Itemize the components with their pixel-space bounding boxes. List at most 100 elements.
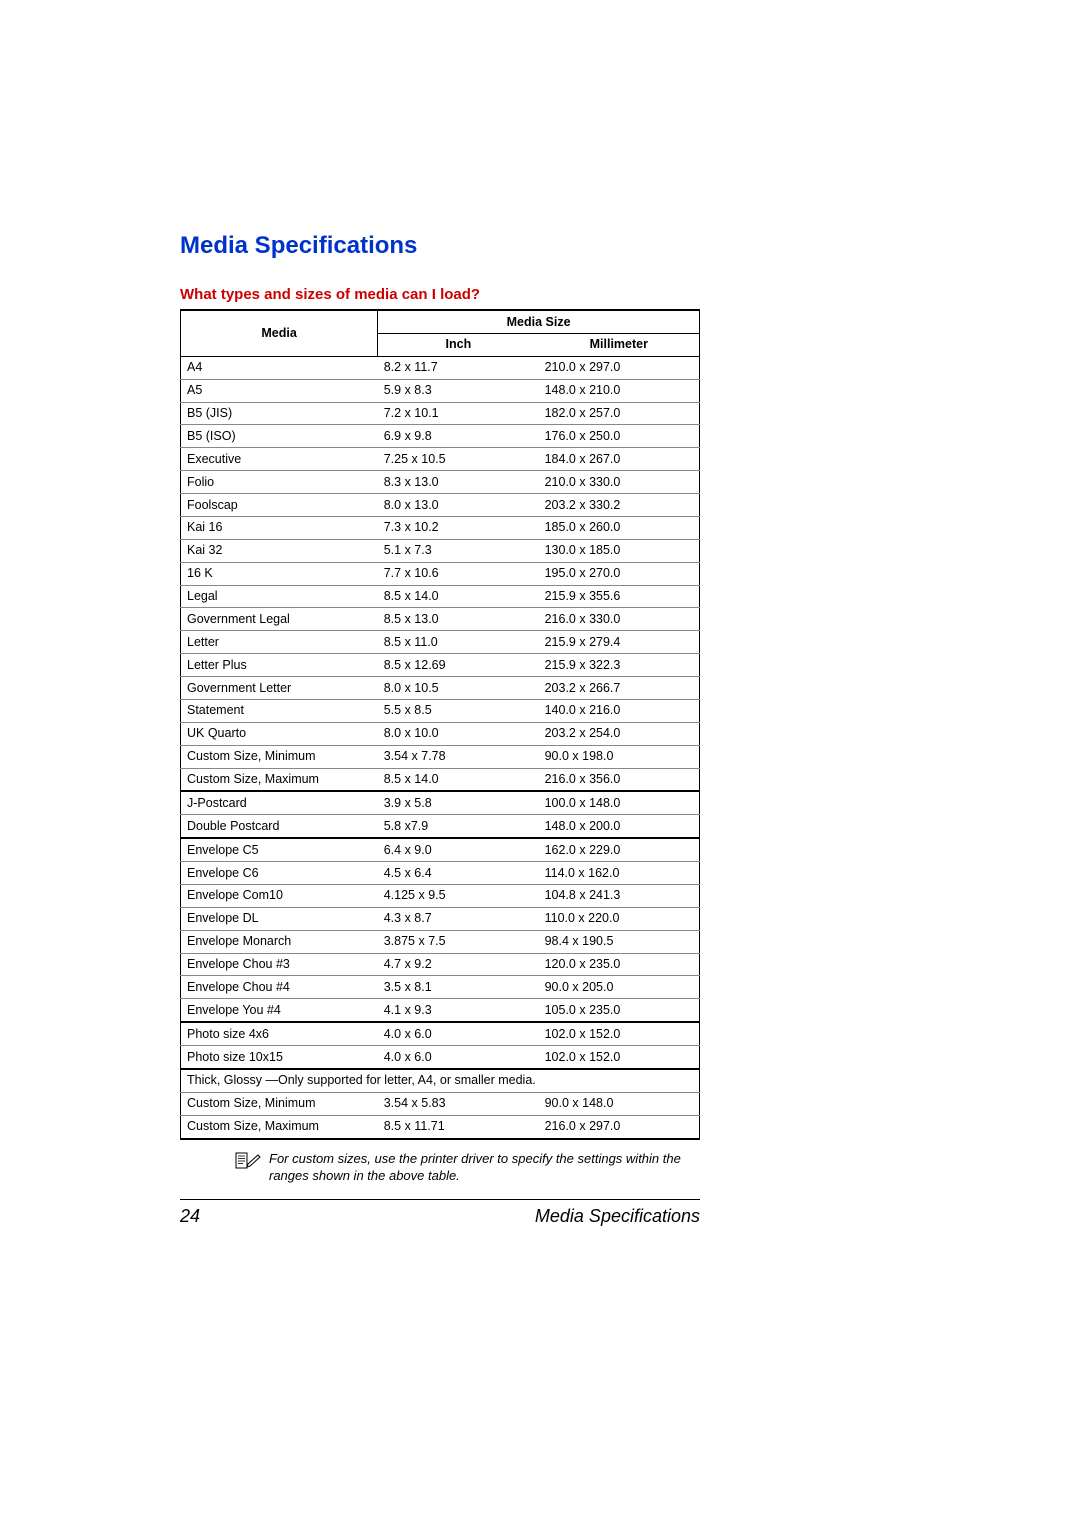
cell-inch: 8.3 x 13.0 bbox=[378, 471, 539, 494]
table-row: Statement5.5 x 8.5140.0 x 216.0 bbox=[181, 699, 700, 722]
cell-media: Letter Plus bbox=[181, 654, 378, 677]
table-row: Envelope C56.4 x 9.0162.0 x 229.0 bbox=[181, 838, 700, 861]
cell-mm: 100.0 x 148.0 bbox=[539, 791, 700, 814]
table-row: 16 K7.7 x 10.6195.0 x 270.0 bbox=[181, 562, 700, 585]
cell-mm: 90.0 x 205.0 bbox=[539, 976, 700, 999]
cell-mm: 176.0 x 250.0 bbox=[539, 425, 700, 448]
cell-inch: 8.2 x 11.7 bbox=[378, 356, 539, 379]
note-block: For custom sizes, use the printer driver… bbox=[180, 1150, 700, 1185]
table-row: Envelope DL4.3 x 8.7110.0 x 220.0 bbox=[181, 907, 700, 930]
table-row: A48.2 x 11.7210.0 x 297.0 bbox=[181, 356, 700, 379]
table-row: Kai 167.3 x 10.2185.0 x 260.0 bbox=[181, 516, 700, 539]
cell-media: B5 (ISO) bbox=[181, 425, 378, 448]
cell-inch: 3.54 x 5.83 bbox=[378, 1092, 539, 1115]
table-row: Envelope Monarch3.875 x 7.598.4 x 190.5 bbox=[181, 930, 700, 953]
table-row: Double Postcard5.8 x7.9148.0 x 200.0 bbox=[181, 815, 700, 838]
cell-inch: 8.0 x 10.5 bbox=[378, 677, 539, 700]
cell-mm: 162.0 x 229.0 bbox=[539, 838, 700, 861]
cell-media: Executive bbox=[181, 448, 378, 471]
cell-media: Letter bbox=[181, 631, 378, 654]
cell-inch: 5.1 x 7.3 bbox=[378, 539, 539, 562]
cell-mm: 98.4 x 190.5 bbox=[539, 930, 700, 953]
table-row: Custom Size, Maximum8.5 x 14.0216.0 x 35… bbox=[181, 768, 700, 791]
table-row: Foolscap8.0 x 13.0203.2 x 330.2 bbox=[181, 494, 700, 517]
table-row: Custom Size, Minimum3.54 x 7.7890.0 x 19… bbox=[181, 745, 700, 768]
cell-inch: 3.5 x 8.1 bbox=[378, 976, 539, 999]
media-spec-table: Media Media Size Inch Millimeter A48.2 x… bbox=[180, 309, 700, 1140]
table-row: Folio8.3 x 13.0210.0 x 330.0 bbox=[181, 471, 700, 494]
cell-media: Double Postcard bbox=[181, 815, 378, 838]
cell-media: Statement bbox=[181, 699, 378, 722]
cell-media: Envelope Monarch bbox=[181, 930, 378, 953]
cell-media: Kai 16 bbox=[181, 516, 378, 539]
cell-inch: 8.0 x 10.0 bbox=[378, 722, 539, 745]
col-header-size: Media Size bbox=[378, 310, 700, 333]
table-row: Executive7.25 x 10.5184.0 x 267.0 bbox=[181, 448, 700, 471]
table-row: Government Legal8.5 x 13.0216.0 x 330.0 bbox=[181, 608, 700, 631]
table-row: J-Postcard3.9 x 5.8100.0 x 148.0 bbox=[181, 791, 700, 814]
cell-inch: 5.8 x7.9 bbox=[378, 815, 539, 838]
cell-media: 16 K bbox=[181, 562, 378, 585]
page-footer: 24 Media Specifications bbox=[180, 1199, 700, 1227]
cell-mm: 203.2 x 254.0 bbox=[539, 722, 700, 745]
cell-inch: 8.5 x 11.71 bbox=[378, 1115, 539, 1138]
cell-media: A4 bbox=[181, 356, 378, 379]
table-row: Envelope You #44.1 x 9.3105.0 x 235.0 bbox=[181, 999, 700, 1022]
cell-mm: 215.9 x 322.3 bbox=[539, 654, 700, 677]
table-row: Government Letter8.0 x 10.5203.2 x 266.7 bbox=[181, 677, 700, 700]
cell-inch: 7.2 x 10.1 bbox=[378, 402, 539, 425]
cell-media: J-Postcard bbox=[181, 791, 378, 814]
cell-mm: 185.0 x 260.0 bbox=[539, 516, 700, 539]
cell-media: Foolscap bbox=[181, 494, 378, 517]
cell-inch: 8.0 x 13.0 bbox=[378, 494, 539, 517]
cell-media: A5 bbox=[181, 379, 378, 402]
cell-media: Photo size 4x6 bbox=[181, 1022, 378, 1045]
cell-mm: 90.0 x 198.0 bbox=[539, 745, 700, 768]
cell-mm: 90.0 x 148.0 bbox=[539, 1092, 700, 1115]
cell-inch: 4.0 x 6.0 bbox=[378, 1022, 539, 1045]
cell-inch: 7.25 x 10.5 bbox=[378, 448, 539, 471]
page-number: 24 bbox=[180, 1206, 200, 1227]
cell-mm: 195.0 x 270.0 bbox=[539, 562, 700, 585]
cell-mm: 184.0 x 267.0 bbox=[539, 448, 700, 471]
cell-mm: 140.0 x 216.0 bbox=[539, 699, 700, 722]
cell-inch: 4.7 x 9.2 bbox=[378, 953, 539, 976]
cell-inch: 7.3 x 10.2 bbox=[378, 516, 539, 539]
cell-mm: 182.0 x 257.0 bbox=[539, 402, 700, 425]
cell-mm: 102.0 x 152.0 bbox=[539, 1046, 700, 1069]
cell-inch: 7.7 x 10.6 bbox=[378, 562, 539, 585]
cell-inch: 5.9 x 8.3 bbox=[378, 379, 539, 402]
cell-mm: 110.0 x 220.0 bbox=[539, 907, 700, 930]
table-row: B5 (JIS)7.2 x 10.1182.0 x 257.0 bbox=[181, 402, 700, 425]
cell-media: Envelope You #4 bbox=[181, 999, 378, 1022]
cell-media: Envelope DL bbox=[181, 907, 378, 930]
table-row: Photo size 4x64.0 x 6.0102.0 x 152.0 bbox=[181, 1022, 700, 1045]
cell-mm: 105.0 x 235.0 bbox=[539, 999, 700, 1022]
table-row: Letter Plus8.5 x 12.69215.9 x 322.3 bbox=[181, 654, 700, 677]
cell-mm: 216.0 x 356.0 bbox=[539, 768, 700, 791]
cell-media: Government Letter bbox=[181, 677, 378, 700]
cell-mm: 104.8 x 241.3 bbox=[539, 884, 700, 907]
table-row: Legal8.5 x 14.0215.9 x 355.6 bbox=[181, 585, 700, 608]
cell-mm: 203.2 x 266.7 bbox=[539, 677, 700, 700]
table-row: A55.9 x 8.3148.0 x 210.0 bbox=[181, 379, 700, 402]
cell-inch: 3.875 x 7.5 bbox=[378, 930, 539, 953]
cell-inch: 8.5 x 11.0 bbox=[378, 631, 539, 654]
cell-inch: 4.0 x 6.0 bbox=[378, 1046, 539, 1069]
table-row: Envelope Com104.125 x 9.5104.8 x 241.3 bbox=[181, 884, 700, 907]
cell-media: Custom Size, Maximum bbox=[181, 768, 378, 791]
cell-inch: 4.1 x 9.3 bbox=[378, 999, 539, 1022]
section-subtitle: What types and sizes of media can I load… bbox=[180, 286, 700, 303]
cell-inch: 3.9 x 5.8 bbox=[378, 791, 539, 814]
cell-media: Envelope Com10 bbox=[181, 884, 378, 907]
cell-inch: 8.5 x 14.0 bbox=[378, 768, 539, 791]
page-title: Media Specifications bbox=[180, 232, 700, 260]
cell-mm: 130.0 x 185.0 bbox=[539, 539, 700, 562]
table-row: B5 (ISO)6.9 x 9.8176.0 x 250.0 bbox=[181, 425, 700, 448]
table-row: Envelope Chou #43.5 x 8.190.0 x 205.0 bbox=[181, 976, 700, 999]
cell-media: Envelope C6 bbox=[181, 862, 378, 885]
cell-inch: 6.4 x 9.0 bbox=[378, 838, 539, 861]
cell-mm: 216.0 x 330.0 bbox=[539, 608, 700, 631]
cell-media: Legal bbox=[181, 585, 378, 608]
col-header-media: Media bbox=[181, 310, 378, 356]
